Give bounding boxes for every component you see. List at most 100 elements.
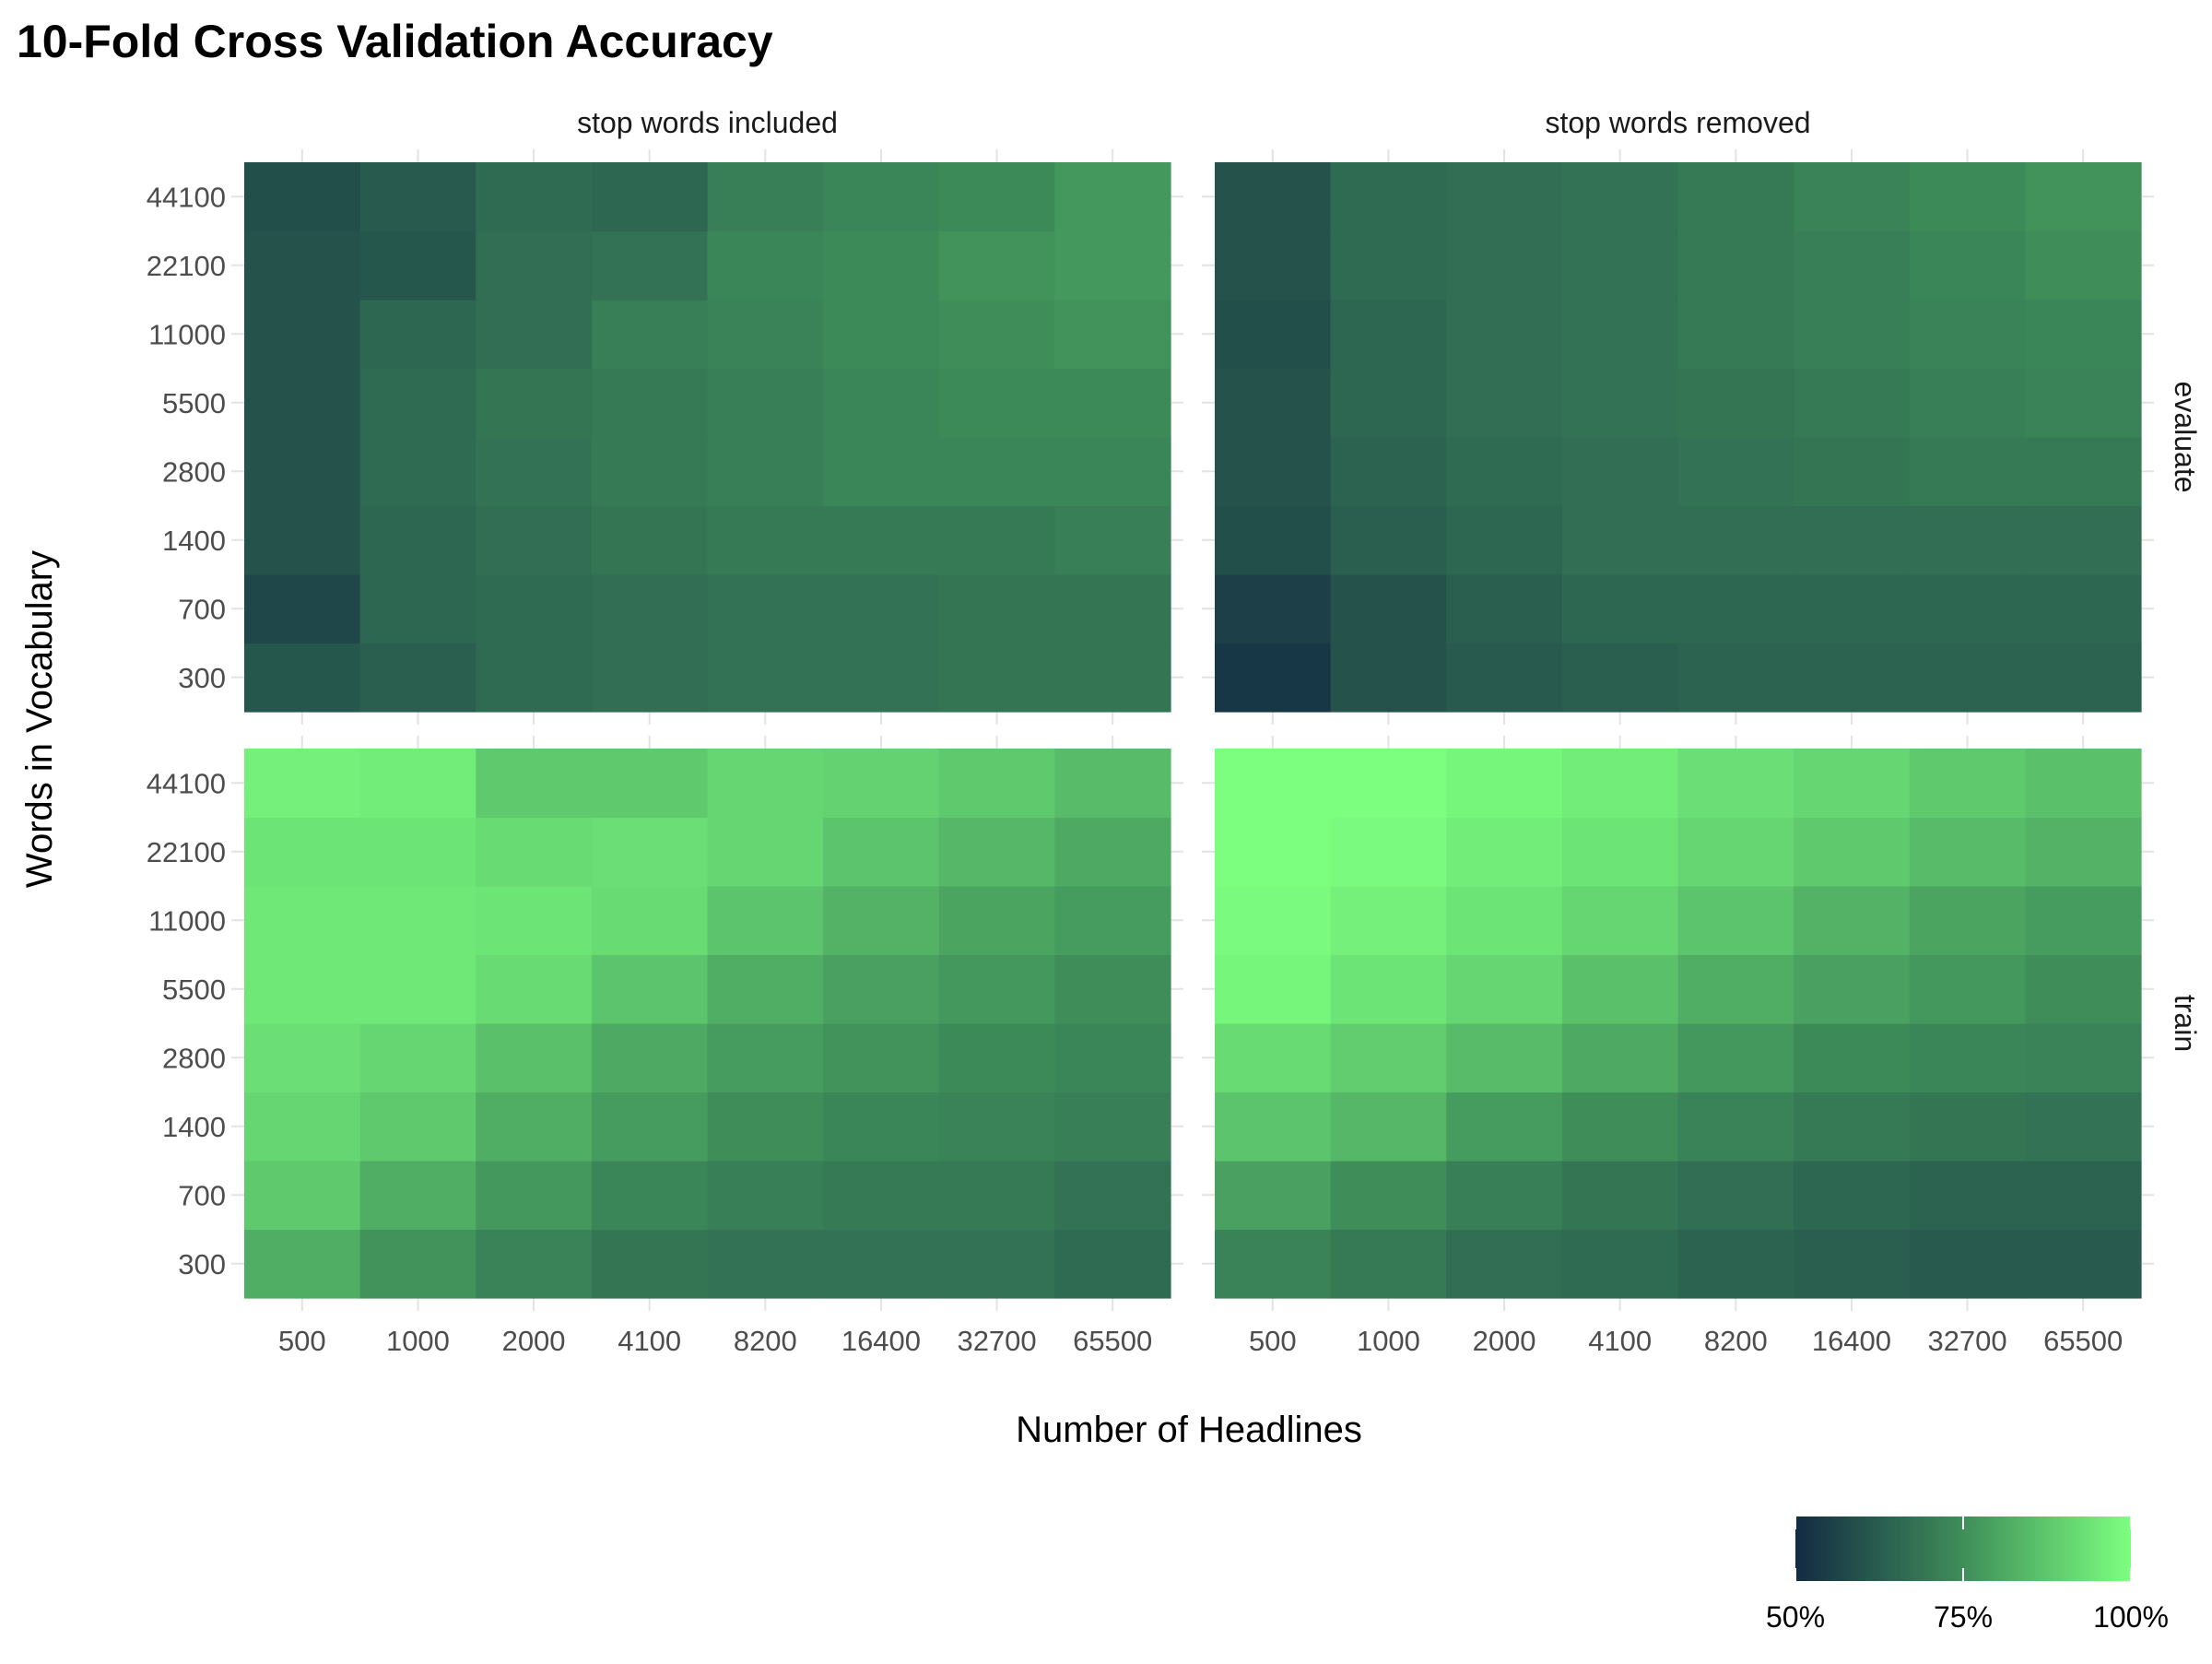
heatmap-tile — [938, 574, 1055, 644]
heatmap-tile — [591, 505, 709, 575]
heatmap-tile — [2025, 437, 2142, 507]
heatmap-tile — [1054, 230, 1171, 301]
heatmap-tile — [1330, 162, 1447, 232]
heatmap-tile — [1054, 1023, 1171, 1093]
heatmap-tile — [1330, 437, 1447, 507]
heatmap-tile — [1446, 300, 1563, 370]
heatmap-tile — [1215, 368, 1332, 438]
heatmap-tile — [938, 300, 1055, 370]
heatmap-tile — [591, 1229, 709, 1299]
heatmap-tile — [1909, 886, 2026, 956]
heatmap-tile — [244, 886, 361, 956]
heatmap-tile — [1054, 437, 1171, 507]
heatmap-tile — [1446, 1161, 1563, 1231]
heatmap-tile — [1215, 162, 1332, 232]
heatmap-tile — [591, 1092, 709, 1162]
y-tick-label: 11000 — [148, 318, 226, 350]
y-tick-label: 2800 — [162, 1042, 226, 1074]
heatmap-tile — [1561, 749, 1679, 819]
heatmap-tile — [707, 643, 824, 713]
heatmap-tile — [591, 749, 709, 819]
heatmap-tile — [823, 162, 940, 232]
heatmap-tile — [823, 368, 940, 438]
heatmap-tile — [1794, 643, 1911, 713]
heatmap-tile — [1561, 1023, 1679, 1093]
heatmap-tile — [1909, 162, 2026, 232]
heatmap-tile — [1215, 1161, 1332, 1231]
heatmap-tile — [1794, 1092, 1911, 1162]
heatmap-tile — [823, 643, 940, 713]
heatmap-tile — [823, 1161, 940, 1231]
heatmap-tile — [476, 817, 593, 887]
heatmap-tile — [359, 300, 477, 370]
heatmap-tile — [476, 1092, 593, 1162]
heatmap-tile — [707, 162, 824, 232]
heatmap-tile — [1215, 817, 1332, 887]
heatmap-tile — [1561, 1161, 1679, 1231]
heatmap-tile — [823, 230, 940, 301]
heatmap-tile — [1561, 505, 1679, 575]
heatmap-tile — [1677, 1023, 1794, 1093]
heatmap-tile — [1054, 954, 1171, 1024]
heatmap-tile — [1794, 817, 1911, 887]
heatmap-tile — [707, 437, 824, 507]
heatmap-tile — [823, 300, 940, 370]
heatmap-tile — [938, 643, 1055, 713]
heatmap-tile — [359, 643, 477, 713]
heatmap-tile — [1561, 300, 1679, 370]
x-tick-label: 16400 — [1812, 1325, 1891, 1357]
heatmap-tile — [823, 1229, 940, 1299]
y-tick-label: 700 — [178, 593, 226, 625]
heatmap-tile — [476, 437, 593, 507]
heatmap-tile — [1909, 1229, 2026, 1299]
heatmap-tile — [1909, 574, 2026, 644]
heatmap-tile — [1677, 300, 1794, 370]
heatmap-tile — [1446, 1092, 1563, 1162]
heatmap-tile — [823, 749, 940, 819]
heatmap-tile — [591, 574, 709, 644]
heatmap-tile — [938, 230, 1055, 301]
legend-break-label: 50% — [1766, 1600, 1825, 1634]
heatmap-tile — [476, 505, 593, 575]
y-tick-label: 22100 — [147, 250, 226, 282]
heatmap-tile — [1054, 1229, 1171, 1299]
y-tick-label: 22100 — [147, 836, 226, 868]
y-tick-label: 5500 — [162, 974, 226, 1006]
heatmap-tile — [1054, 300, 1171, 370]
heatmap-tile — [938, 162, 1055, 232]
heatmap-tile — [1054, 817, 1171, 887]
heatmap-tile — [244, 1161, 361, 1231]
heatmap-tile — [1215, 643, 1332, 713]
heatmap-tile — [938, 505, 1055, 575]
heatmap-tile — [1215, 574, 1332, 644]
heatmap-tile — [1794, 368, 1911, 438]
heatmap-tile — [1909, 437, 2026, 507]
heatmap-tile — [359, 574, 477, 644]
heatmap-tile — [1054, 1092, 1171, 1162]
heatmap-tile — [476, 162, 593, 232]
y-tick-label: 300 — [178, 1248, 226, 1280]
heatmap-tile — [1446, 162, 1563, 232]
heatmap-tile — [1054, 574, 1171, 644]
heatmap-tile — [476, 886, 593, 956]
heatmap-tile — [1909, 1161, 2026, 1231]
heatmap-tile — [591, 954, 709, 1024]
heatmap-tile — [1909, 954, 2026, 1024]
heatmap-tile — [823, 574, 940, 644]
heatmap-tile — [1561, 437, 1679, 507]
heatmap-tile — [591, 368, 709, 438]
heatmap-tile — [591, 162, 709, 232]
heatmap-tile — [476, 954, 593, 1024]
heatmap-tile — [1330, 643, 1447, 713]
heatmap-tile — [1677, 749, 1794, 819]
heatmap-tile — [244, 643, 361, 713]
heatmap-tile — [1446, 1229, 1563, 1299]
heatmap-tile — [1330, 954, 1447, 1024]
facet-label-row-1: train — [2169, 995, 2202, 1052]
y-axis-title: Words in Vocabulary — [19, 550, 60, 888]
heatmap-tile — [591, 643, 709, 713]
heatmap-tile — [823, 1092, 940, 1162]
heatmap-tile — [1215, 749, 1332, 819]
